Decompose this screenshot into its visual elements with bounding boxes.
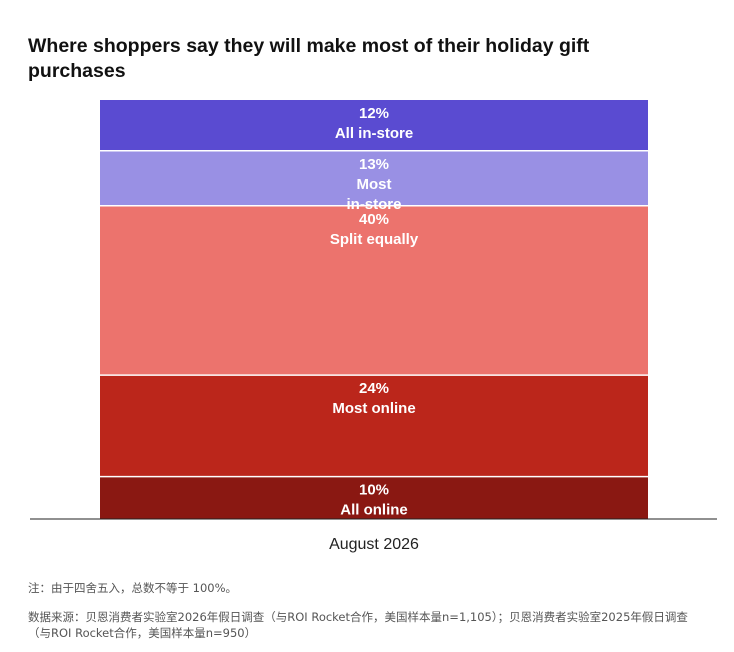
bar-segment-most-in-store [100,150,648,206]
source-note-line-2: （与ROI Rocket合作，美国样本量n=950） [28,626,257,640]
x-axis-ticks: August 2026 [329,536,419,553]
data-label-value: 12% [359,105,389,122]
bar-segments [100,100,648,519]
data-label-category: in-store [346,196,401,213]
data-label-category: All in-store [335,125,413,142]
rounding-note: 注：由于四舍五入，总数不等于 100%。 [28,581,238,595]
source-note-line-1: 数据来源：贝恩消费者实验室2026年假日调查（与ROI Rocket合作，美国样… [28,610,688,624]
data-label-value: 40% [359,211,389,228]
data-label-value: 10% [359,482,389,499]
data-label-value: 24% [359,380,389,397]
data-label-category: Most online [332,400,415,417]
bar-segment-most-online [100,375,648,477]
bar-segment-split-equally [100,205,648,376]
data-label-value: 13% [359,156,389,173]
data-label-category: All online [340,502,408,519]
data-label-category: Most [357,176,392,193]
bar-segment-all-online [100,476,648,519]
chart-title: Where shoppers say they will make most o… [28,35,590,82]
x-tick-label: August 2026 [329,536,419,553]
bar-segment-all-in-store [100,100,648,151]
data-label-category: Split equally [330,231,419,248]
